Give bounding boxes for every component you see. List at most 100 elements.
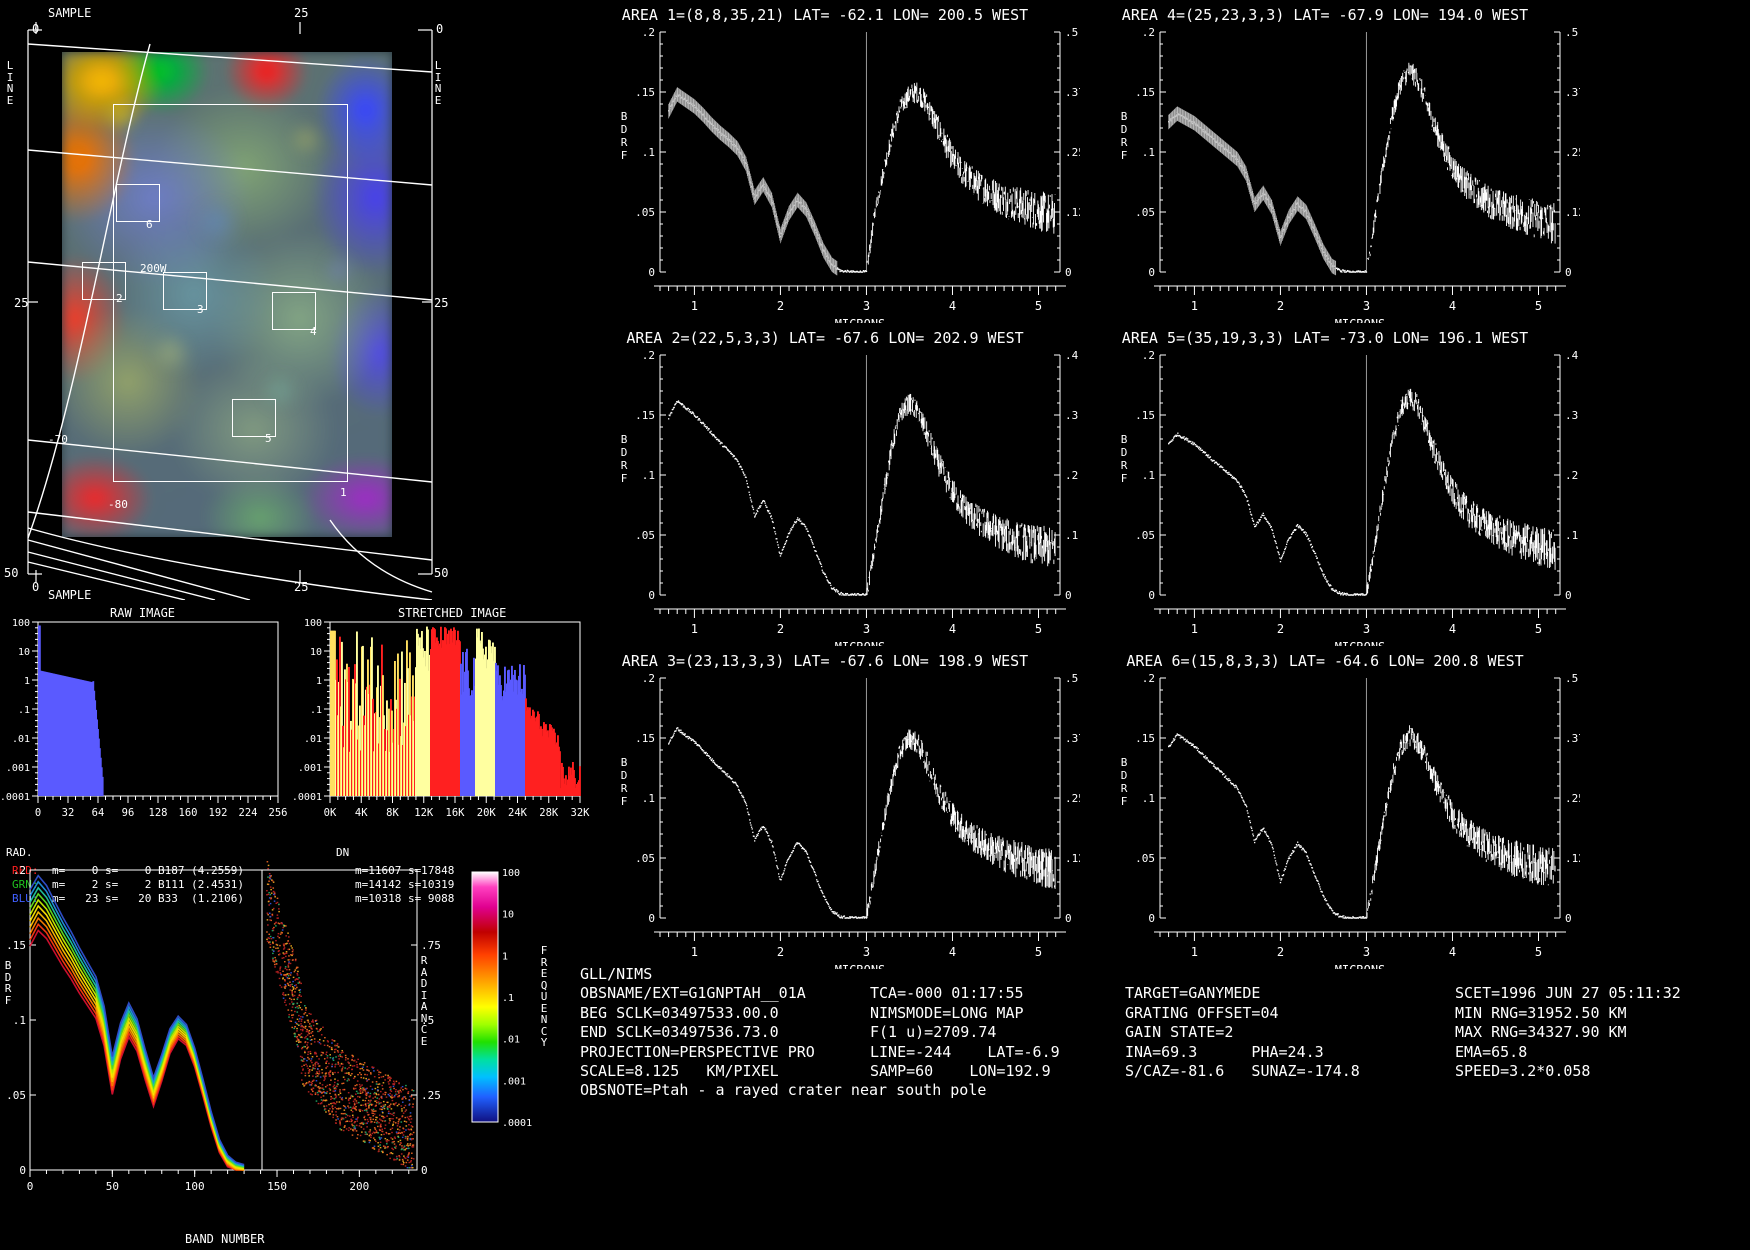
svg-text:B: B <box>621 433 628 446</box>
svg-text:D: D <box>1121 123 1128 136</box>
false-color-image[interactable] <box>62 52 392 537</box>
roi-box-1[interactable] <box>113 104 348 482</box>
svg-text:4: 4 <box>949 622 956 636</box>
meta-r1-c4: SCET=1996 JUN 27 05:11:32 <box>1455 984 1681 1002</box>
spectrum-plot-area3[interactable]: .2.15.1.050.5.375.25.125012345MICRONSBDR… <box>580 646 1080 969</box>
svg-text:.1: .1 <box>642 146 655 159</box>
stretched-image-hist-title: STRETCHED IMAGE <box>398 606 507 620</box>
meta-r5-c1: SCALE=8.125 KM/PIXEL <box>580 1062 779 1080</box>
svg-text:.1: .1 <box>502 993 514 1004</box>
svg-text:5: 5 <box>1035 622 1042 636</box>
image-right-tick-0: 0 <box>436 22 444 36</box>
svg-text:1: 1 <box>502 951 508 962</box>
svg-text:R: R <box>621 136 628 149</box>
svg-text:1: 1 <box>421 864 428 877</box>
meta-r2-c1: BEG SCLK=03497533.00.0 <box>580 1003 779 1022</box>
spectrum-plot-area5[interactable]: .2.15.1.050.4.3.2.1012345MICRONSBDRFRADI… <box>1080 323 1580 646</box>
svg-text:.001: .001 <box>502 1076 526 1087</box>
nims-image-panel[interactable]: SAMPLE 25 0 LINE LINE 0 25 25 50 50 0 25… <box>0 0 470 602</box>
spectrum-plot-area2[interactable]: .2.15.1.050.4.3.2.1012345MICRONSBDRFRADI… <box>580 323 1080 646</box>
svg-text:B: B <box>1121 110 1128 123</box>
stretched-xaxis-label: DN <box>336 846 350 859</box>
svg-text:24K: 24K <box>508 807 528 819</box>
svg-text:.001: .001 <box>6 763 30 774</box>
svg-text:200: 200 <box>349 1180 369 1193</box>
svg-text:D: D <box>621 123 628 136</box>
stretched-stats-2: m=14142 s=10319 <box>355 878 455 891</box>
svg-text:160: 160 <box>179 807 198 819</box>
meta-r3-c3: GAIN STATE=2 <box>1125 1023 1234 1041</box>
svg-text:.5: .5 <box>1065 26 1078 39</box>
svg-text:4K: 4K <box>355 807 368 819</box>
meta-r1-c1: OBSNAME/EXT=G1GNPTAH__01A <box>580 984 806 1002</box>
svg-text:0K: 0K <box>324 807 337 819</box>
svg-text:.0001: .0001 <box>0 792 30 803</box>
spectrum-panel-area2[interactable]: AREA 2=(22,5,3,3) LAT= -67.6 LON= 202.9 … <box>580 323 1080 646</box>
svg-text:MICRONS: MICRONS <box>835 317 886 323</box>
spectrum-panel-area4[interactable]: AREA 4=(25,23,3,3) LAT= -67.9 LON= 194.0… <box>1080 0 1580 323</box>
meta-r4-c3: INA=69.3 PHA=24.3 <box>1125 1042 1324 1061</box>
svg-text:0: 0 <box>648 266 655 279</box>
spectra-grid[interactable]: AREA 1=(8,8,35,21) LAT= -62.1 LON= 200.5… <box>580 0 1750 969</box>
obsnote: OBSNOTE=Ptah - a rayed crater near south… <box>580 1081 987 1099</box>
svg-text:0: 0 <box>1565 266 1572 279</box>
legend-band-blu: BLU: <box>12 892 39 905</box>
svg-text:2: 2 <box>777 622 784 636</box>
image-right-tick-50: 50 <box>434 566 449 580</box>
histogram-row: RAW IMAGE STRETCHED IMAGE 100 10 1.1.01.00… <box>0 604 600 854</box>
meta-r4-c2: LINE=-244 LAT=-6.9 <box>870 1042 1060 1061</box>
spectrum-plot-area4[interactable]: .2 .15 .1 .05 0 .5 .375 .25 .125 0 1 2 3 4 5 MICRONS BDR… <box>1080 0 1580 323</box>
svg-text:.4: .4 <box>1065 349 1079 362</box>
svg-text:F: F <box>621 472 628 485</box>
svg-text:1: 1 <box>24 676 30 687</box>
stretched-stats-3: m=10318 s= 9088 <box>355 892 455 905</box>
meta-r1-c3: TARGET=GANYMEDE <box>1125 984 1261 1002</box>
svg-text:.05: .05 <box>1135 206 1155 219</box>
svg-text:.0001: .0001 <box>292 792 322 803</box>
spectrum-plot-area6[interactable]: .2.15.1.050.5.375.25.125012345MICRONSBDR… <box>1080 646 1580 969</box>
image-bottom-axis-label: SAMPLE <box>48 588 92 602</box>
roi-box-3[interactable] <box>163 272 207 310</box>
svg-text:16K: 16K <box>446 807 466 819</box>
image-top-axis-label: SAMPLE <box>48 6 92 20</box>
perspective-grid <box>27 22 433 600</box>
image-bottom-tick-0: 0 <box>32 580 40 594</box>
svg-text:.15: .15 <box>1135 86 1155 99</box>
spectrum-panel-area6[interactable]: AREA 6=(15,8,3,3) LAT= -64.6 LON= 200.8 … <box>1080 646 1580 969</box>
roi-box-6[interactable] <box>116 184 160 222</box>
roi-label-1: 1 <box>340 486 347 499</box>
svg-text:.15: .15 <box>635 409 655 422</box>
spectrum-panel-area5[interactable]: AREA 5=(35,19,3,3) LAT= -73.0 LON= 196.1… <box>1080 323 1580 646</box>
svg-text:224: 224 <box>239 807 258 819</box>
svg-text:.1: .1 <box>13 1014 26 1027</box>
svg-text:96: 96 <box>122 807 135 819</box>
svg-text:.2: .2 <box>642 26 655 39</box>
spectrum-panel-area3[interactable]: AREA 3=(23,13,3,3) LAT= -67.6 LON= 198.9… <box>580 646 1080 969</box>
svg-text:.1: .1 <box>310 705 322 716</box>
roi-label-5: 5 <box>265 432 272 445</box>
spectrum-plot-area1[interactable]: .2 .15 .1 .05 0 .5 .375 .25 .125 0 1 2 3 4 5 MICRONS BDR… <box>580 0 1080 323</box>
svg-text:.1: .1 <box>18 705 30 716</box>
svg-text:256: 256 <box>269 807 288 819</box>
svg-text:0: 0 <box>421 1164 428 1177</box>
svg-text:64: 64 <box>92 807 105 819</box>
svg-text:.0001: .0001 <box>502 1118 532 1129</box>
svg-text:128: 128 <box>149 807 168 819</box>
roi-box-4[interactable] <box>272 292 316 330</box>
image-left-tick-50: 50 <box>4 566 19 580</box>
roi-box-5[interactable] <box>232 399 276 437</box>
svg-text:192: 192 <box>209 807 228 819</box>
svg-text:.75: .75 <box>421 939 441 952</box>
svg-text:.2: .2 <box>642 349 655 362</box>
spectra-overview-panel[interactable]: .2.15.1.05 0 1.75.5.25 0 0 50 100 150 200 100 10 1.… <box>0 850 570 1250</box>
svg-text:.125: .125 <box>1065 206 1080 219</box>
svg-text:5: 5 <box>1535 299 1542 313</box>
spectrum-title-area1: AREA 1=(8,8,35,21) LAT= -62.1 LON= 200.5… <box>621 6 1029 24</box>
roi-box-2[interactable] <box>82 262 126 300</box>
meta-r3-c1: END SCLK=03497536.73.0 <box>580 1023 779 1041</box>
histogram-plots[interactable]: 100 10 1 .1 .01 .001 .0001 0 32 64 96 128 160 192 224 2… <box>0 604 600 854</box>
meta-r3-c2: F(1 u)=2709.74 <box>870 1023 997 1041</box>
spectrum-panel-area1[interactable]: AREA 1=(8,8,35,21) LAT= -62.1 LON= 200.5… <box>580 0 1080 323</box>
